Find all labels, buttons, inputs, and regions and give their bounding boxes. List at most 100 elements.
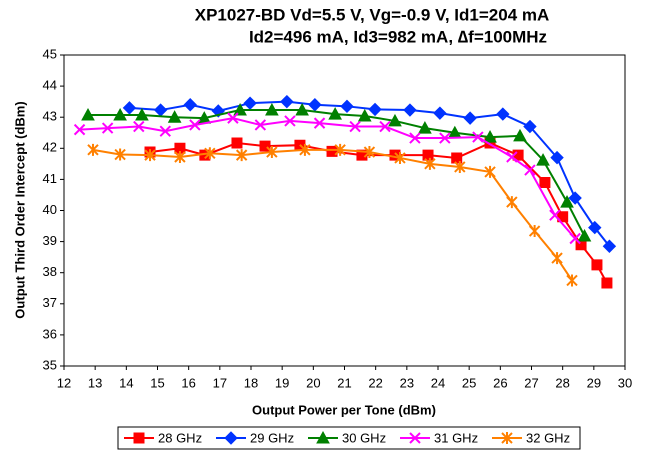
x-tick-label: 28: [555, 375, 569, 390]
marker: [299, 143, 311, 156]
marker: [328, 107, 342, 120]
marker: [231, 137, 243, 149]
marker: [363, 146, 376, 159]
plot-frame: [63, 54, 626, 367]
legend-label: 29 GHz: [250, 430, 294, 445]
x-tick-label: 23: [400, 375, 414, 390]
marker: [551, 252, 563, 265]
marker: [159, 125, 171, 137]
marker: [167, 110, 182, 123]
x-axis-label: Output Power per Tone (dBm): [252, 402, 436, 417]
marker: [266, 146, 278, 159]
marker: [484, 165, 496, 178]
marker: [87, 143, 99, 156]
series-line: [92, 148, 573, 282]
marker: [568, 191, 582, 205]
marker: [566, 274, 578, 287]
marker: [133, 120, 145, 133]
x-tick-label: 14: [119, 375, 133, 390]
legend-marker: [501, 432, 513, 444]
y-tick-label: 45: [43, 46, 57, 61]
x-tick-label: 15: [150, 375, 164, 390]
marker: [463, 111, 477, 125]
marker: [483, 130, 497, 143]
y-tick-label: 39: [43, 233, 57, 248]
marker: [528, 225, 541, 238]
marker: [424, 157, 436, 170]
y-tick-label: 37: [43, 295, 57, 310]
legend-label: 28 GHz: [158, 430, 202, 445]
marker: [113, 107, 127, 121]
x-tick-label: 17: [213, 375, 227, 390]
x-tick-label: 19: [275, 375, 289, 390]
legend-label: 30 GHz: [342, 430, 386, 445]
y-tick-label: 41: [43, 171, 57, 186]
x-tick-label: 26: [493, 375, 507, 390]
marker: [550, 150, 564, 165]
marker: [524, 164, 536, 176]
marker: [135, 107, 149, 121]
marker: [81, 107, 95, 121]
x-tick-label: 12: [57, 375, 71, 390]
marker: [549, 209, 561, 221]
marker: [602, 239, 617, 253]
marker: [418, 121, 432, 134]
y-tick-label: 38: [43, 264, 57, 279]
marker: [73, 123, 86, 136]
marker: [265, 103, 279, 116]
x-tick-label: 29: [587, 375, 601, 390]
marker: [496, 107, 510, 121]
marker: [513, 128, 527, 142]
legend-marker: [316, 430, 330, 444]
marker: [101, 122, 114, 134]
marker: [357, 108, 372, 122]
marker: [506, 196, 518, 209]
y-tick-label: 44: [43, 78, 57, 93]
marker: [144, 149, 156, 162]
marker: [536, 153, 550, 166]
x-tick-label: 20: [306, 375, 320, 390]
y-tick-label: 43: [43, 109, 57, 124]
marker: [340, 99, 354, 114]
x-tick-label: 18: [244, 375, 258, 390]
legend-label: 31 GHz: [434, 430, 478, 445]
legend-marker: [224, 431, 238, 445]
marker: [577, 228, 592, 242]
marker: [388, 113, 402, 127]
marker: [334, 143, 346, 156]
marker: [313, 117, 326, 129]
marker: [122, 101, 137, 115]
marker: [308, 98, 322, 112]
marker: [506, 151, 518, 163]
chart-title: XP1027-BD Vd=5.5 V, Vg=-0.9 V, Id1=204 m…: [195, 5, 550, 24]
x-tick-label: 21: [337, 375, 351, 390]
marker: [295, 103, 309, 116]
y-tick-label: 40: [43, 202, 57, 217]
marker: [189, 119, 201, 131]
chart-title: Id2=496 mA, Id3=982 mA, ∆f=100MHz: [249, 27, 547, 46]
legend-marker: [133, 432, 145, 444]
marker: [422, 149, 434, 161]
legend-box: [117, 426, 581, 450]
marker: [243, 96, 257, 110]
marker: [280, 94, 294, 109]
marker: [233, 103, 247, 116]
x-tick-label: 30: [618, 375, 632, 390]
y-axis-label: Output Third Order Intercept (dBm): [12, 101, 27, 318]
marker: [539, 177, 551, 189]
marker: [523, 119, 537, 134]
marker: [227, 112, 239, 124]
marker: [601, 277, 613, 289]
marker: [174, 151, 186, 164]
marker: [560, 195, 574, 208]
marker: [204, 147, 216, 160]
marker: [569, 232, 581, 245]
marker: [403, 103, 417, 117]
marker: [114, 148, 126, 161]
marker: [254, 119, 267, 131]
marker: [235, 149, 248, 162]
y-tick-label: 35: [43, 357, 57, 372]
marker: [454, 160, 466, 173]
x-tick-label: 16: [181, 375, 195, 390]
